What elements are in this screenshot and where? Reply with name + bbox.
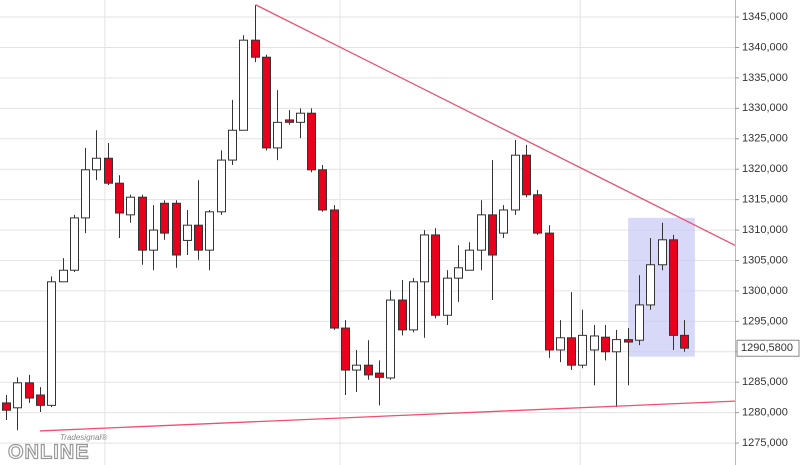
candle-body: [352, 364, 361, 371]
candles-layer: [2, 4, 689, 431]
candle-body: [183, 224, 192, 241]
y-tick-label: 1335,000: [742, 72, 788, 84]
candle-body: [578, 334, 587, 366]
candle-body: [160, 202, 169, 234]
y-tick-label: 1285,000: [742, 376, 788, 388]
candle-body: [318, 169, 327, 211]
y-tick-label: 1305,000: [742, 254, 788, 266]
candle-body: [194, 224, 203, 251]
y-tick-label: 1300,000: [742, 285, 788, 297]
candle-body: [511, 154, 520, 211]
candle-body: [669, 239, 678, 336]
axis-panel: [735, 0, 800, 465]
candle-body: [420, 234, 429, 283]
candle-body: [47, 281, 56, 406]
trendline-layer: [39, 4, 736, 432]
candle-body: [92, 157, 101, 171]
candle-body: [612, 339, 621, 353]
axis-layer: 1275,0001280,0001285,0001290,0001295,000…: [735, 11, 800, 449]
candle-body: [658, 239, 667, 266]
candle-body: [680, 334, 689, 349]
candle-body: [2, 402, 11, 411]
watermark: Tradesignal® ONLINE: [7, 433, 107, 464]
y-tick-label: 1295,000: [742, 315, 788, 327]
candle-body: [217, 159, 226, 213]
candle-body: [81, 169, 90, 219]
candle-body: [522, 154, 531, 196]
candle-body: [488, 214, 497, 256]
y-tick-label: 1330,000: [742, 102, 788, 114]
y-tick-label: 1310,000: [742, 224, 788, 236]
candle-body: [239, 39, 248, 131]
candle-body: [590, 335, 599, 351]
candle-body: [126, 196, 135, 216]
candle-body: [386, 299, 395, 379]
watermark-brand: Tradesignal®: [60, 433, 107, 442]
candle-body: [624, 339, 633, 343]
candle-body: [296, 112, 305, 123]
candle-body: [465, 249, 474, 271]
y-tick-label: 1315,000: [742, 194, 788, 206]
candle-body: [330, 209, 339, 329]
candle-body: [70, 217, 79, 271]
y-tick-label: 1340,000: [742, 41, 788, 53]
watermark-product: ONLINE: [8, 441, 90, 463]
candle-body: [409, 281, 418, 331]
candle-body: [398, 299, 407, 331]
candle-body: [499, 209, 508, 234]
candle-body: [635, 304, 644, 341]
candle-body: [567, 337, 576, 366]
candle-body: [115, 182, 124, 214]
candle-body: [172, 202, 181, 256]
candle-body: [36, 394, 45, 406]
candle-body: [25, 382, 34, 399]
candle-body: [443, 277, 452, 316]
candle-body: [307, 112, 316, 171]
candle-body: [285, 119, 294, 123]
candle-body: [646, 264, 655, 306]
candle-body: [13, 382, 22, 409]
y-tick-label: 1280,000: [742, 407, 788, 419]
candle-body: [149, 229, 158, 251]
last-price-box: [736, 339, 800, 357]
candle-body: [556, 337, 565, 351]
trendline: [255, 4, 736, 246]
candle-body: [364, 364, 373, 376]
candle-body: [228, 129, 237, 161]
y-tick-label: 1320,000: [742, 163, 788, 175]
candle-body: [138, 196, 147, 251]
candle-body: [601, 336, 610, 353]
trendline: [39, 400, 736, 432]
candle-body: [341, 327, 350, 371]
candle-body: [59, 269, 68, 283]
candle-body: [262, 56, 271, 149]
candle-body: [273, 121, 282, 149]
candle-body: [431, 234, 440, 316]
candle-body: [375, 372, 384, 378]
y-tick-label: 1275,000: [742, 437, 788, 449]
last-price-label: 1290,5800: [741, 342, 793, 354]
candle-body: [477, 214, 486, 251]
y-tick-label: 1345,000: [742, 11, 788, 23]
candle-body: [104, 157, 113, 184]
candle-body: [205, 211, 214, 251]
candle-body: [454, 267, 463, 279]
candle-body: [545, 232, 554, 351]
candle-body: [251, 39, 260, 58]
y-tick-label: 1325,000: [742, 133, 788, 145]
candle-body: [533, 194, 542, 234]
